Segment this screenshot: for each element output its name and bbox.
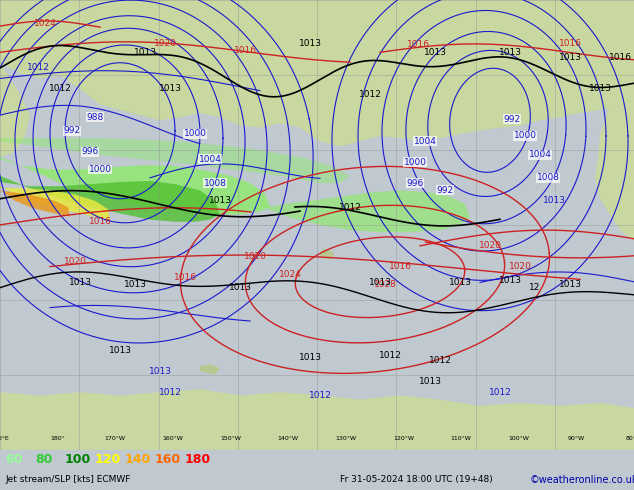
Polygon shape	[0, 138, 350, 183]
Text: Fr 31-05-2024 18:00 UTC (19+48): Fr 31-05-2024 18:00 UTC (19+48)	[340, 475, 493, 485]
Text: 150°W: 150°W	[220, 437, 241, 441]
Text: 1020: 1020	[479, 242, 501, 250]
Text: 1012: 1012	[158, 388, 181, 397]
Text: 80°W: 80°W	[626, 437, 634, 441]
Text: 1020: 1020	[243, 252, 266, 261]
Text: 1016: 1016	[406, 41, 429, 49]
Text: 1013: 1013	[299, 353, 321, 362]
Text: 1012: 1012	[489, 388, 512, 397]
Text: 1012: 1012	[378, 351, 401, 360]
Text: 1012: 1012	[339, 203, 361, 212]
Text: 1020: 1020	[508, 262, 531, 271]
Text: 1012: 1012	[429, 356, 451, 366]
Text: 1028: 1028	[373, 280, 396, 289]
Text: 1000: 1000	[183, 129, 207, 138]
Text: 1013: 1013	[134, 48, 157, 57]
Text: 1016: 1016	[89, 217, 112, 226]
Text: 1013: 1013	[559, 53, 581, 62]
Text: 1013: 1013	[124, 280, 146, 289]
Polygon shape	[0, 0, 30, 157]
Polygon shape	[200, 364, 220, 374]
Polygon shape	[268, 191, 470, 232]
Text: 1013: 1013	[368, 278, 392, 287]
Polygon shape	[0, 157, 270, 215]
Text: Jet stream/SLP [kts] ECMWF: Jet stream/SLP [kts] ECMWF	[5, 475, 131, 485]
Text: 1008: 1008	[204, 178, 226, 188]
Text: 1020: 1020	[153, 39, 176, 49]
Text: 992: 992	[503, 115, 521, 124]
Text: 1013: 1013	[498, 276, 522, 285]
Text: 1013: 1013	[543, 196, 566, 205]
Polygon shape	[320, 249, 335, 259]
Text: 1016: 1016	[174, 273, 197, 282]
Text: 1013: 1013	[588, 84, 612, 94]
Text: 170°W: 170°W	[105, 437, 126, 441]
Text: 1020: 1020	[63, 257, 86, 266]
Text: 1000: 1000	[89, 165, 112, 174]
Text: 1013: 1013	[299, 39, 321, 49]
Text: 992: 992	[436, 186, 453, 195]
Text: 90°W: 90°W	[568, 437, 585, 441]
Polygon shape	[595, 0, 634, 241]
Text: 1024: 1024	[278, 270, 301, 279]
Text: 160: 160	[155, 453, 181, 466]
Text: 1004: 1004	[198, 154, 221, 164]
Text: 140°W: 140°W	[278, 437, 299, 441]
Text: 1000: 1000	[514, 131, 536, 141]
Text: ©weatheronline.co.uk: ©weatheronline.co.uk	[530, 475, 634, 485]
Text: 1000: 1000	[403, 158, 427, 167]
Text: 1012: 1012	[27, 64, 49, 73]
Text: 1013: 1013	[228, 283, 252, 292]
Text: 170°E: 170°E	[0, 437, 10, 441]
Text: 1013: 1013	[559, 280, 581, 289]
Text: 1013: 1013	[209, 196, 231, 205]
Text: 1012: 1012	[49, 84, 72, 94]
Text: 1013: 1013	[108, 346, 131, 355]
Text: 180°: 180°	[50, 437, 65, 441]
Text: 60: 60	[5, 453, 22, 466]
Text: 1004: 1004	[529, 150, 552, 159]
Polygon shape	[0, 191, 70, 217]
Text: 1012: 1012	[359, 90, 382, 98]
Text: 1013: 1013	[68, 278, 91, 287]
Text: 992: 992	[63, 126, 81, 135]
Text: 140: 140	[125, 453, 152, 466]
Text: 1012: 1012	[309, 391, 332, 400]
Polygon shape	[0, 389, 634, 450]
Text: 1016: 1016	[233, 46, 257, 55]
Text: 1013: 1013	[424, 48, 446, 57]
Text: 120°W: 120°W	[393, 437, 414, 441]
Text: 1024: 1024	[34, 19, 56, 27]
Text: 1013: 1013	[148, 367, 172, 376]
Polygon shape	[0, 176, 220, 222]
Text: 1016: 1016	[389, 262, 411, 271]
Text: 160°W: 160°W	[162, 437, 183, 441]
Text: 130°W: 130°W	[335, 437, 356, 441]
Text: 100: 100	[65, 453, 91, 466]
Text: 1013: 1013	[418, 377, 441, 386]
Text: 80: 80	[35, 453, 53, 466]
Text: 1016: 1016	[559, 39, 581, 49]
Text: 12: 12	[529, 283, 541, 292]
Text: 996: 996	[81, 147, 99, 156]
Polygon shape	[0, 0, 634, 147]
Text: 1013: 1013	[498, 48, 522, 57]
Text: 1013: 1013	[448, 278, 472, 287]
Text: 1013: 1013	[158, 84, 181, 94]
Text: 100°W: 100°W	[508, 437, 529, 441]
Text: 996: 996	[406, 178, 424, 188]
Text: 1016: 1016	[609, 53, 631, 62]
Text: 120: 120	[95, 453, 121, 466]
Text: 110°W: 110°W	[451, 437, 472, 441]
Text: 1008: 1008	[536, 173, 559, 182]
Text: 1004: 1004	[413, 137, 436, 146]
Text: 988: 988	[86, 113, 103, 122]
Text: 180: 180	[185, 453, 211, 466]
Polygon shape	[0, 186, 110, 220]
